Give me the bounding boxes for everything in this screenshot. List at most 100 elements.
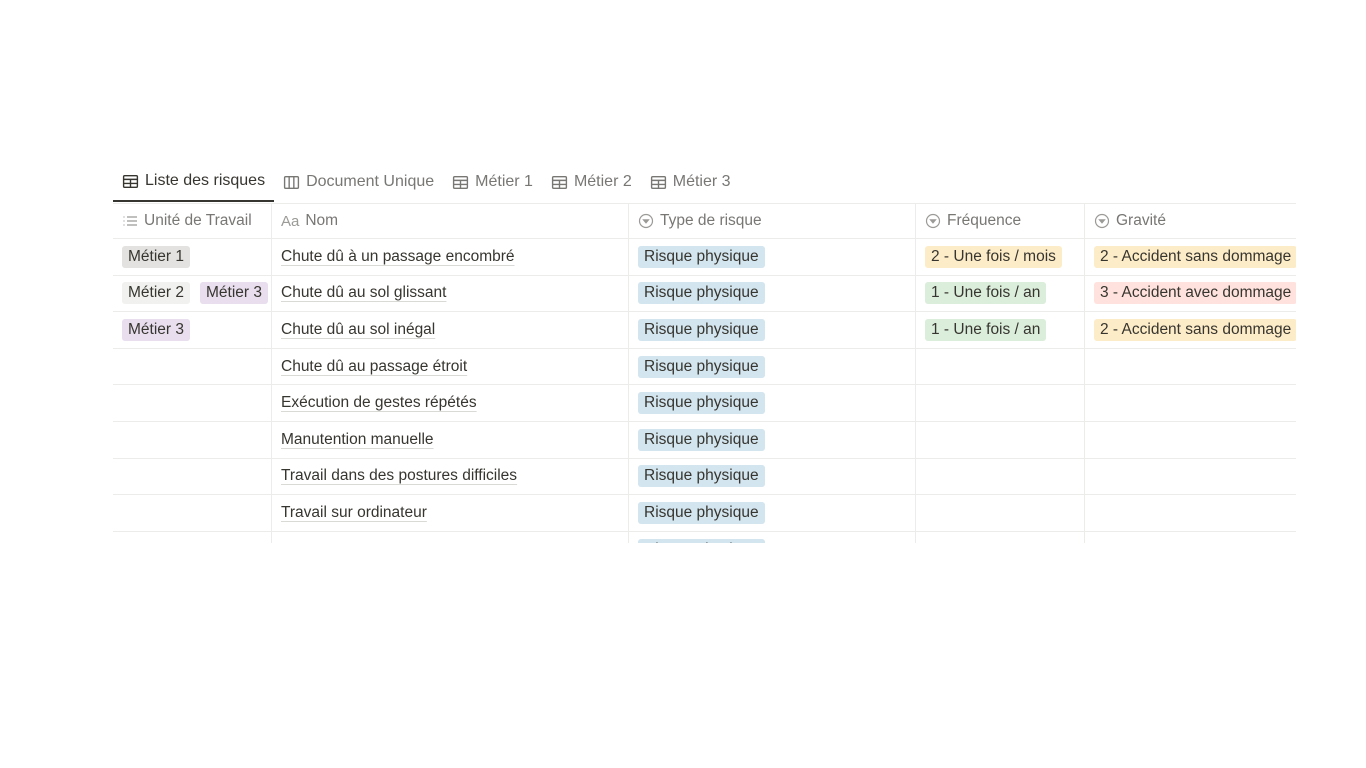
gravite-tag: 2 - Accident sans dommage <box>1094 245 1296 268</box>
cell-gravite[interactable]: 3 - Accident avec dommage <box>1085 276 1296 312</box>
cell-frequence[interactable] <box>916 458 1085 495</box>
type-tag: Risque physique <box>638 428 765 451</box>
cell-gravite[interactable]: 2 - Accident sans dommage <box>1085 312 1296 348</box>
tab-métier-1[interactable]: Métier 1 <box>443 166 542 198</box>
column-label: Gravité <box>1116 212 1166 229</box>
column-label: Fréquence <box>947 212 1022 229</box>
risk-name[interactable]: Chute dû au passage étroit <box>281 357 468 375</box>
type-tag: Risque physique <box>638 392 765 415</box>
tab-métier-3[interactable]: Métier 3 <box>641 166 740 198</box>
cell-frequence[interactable] <box>916 385 1085 421</box>
column-header[interactable]: Type de risque <box>629 204 916 238</box>
cell-nom[interactable]: Travail sur ordinateur <box>272 495 629 531</box>
risk-name[interactable]: Manutention manuelle <box>281 430 434 448</box>
cell-type[interactable]: Risque physique <box>629 421 916 458</box>
column-header[interactable]: Aa Nom <box>272 204 629 238</box>
tab-label: Métier 3 <box>672 173 731 190</box>
cell-unite[interactable] <box>113 495 272 531</box>
cell-unite[interactable]: Métier 2 Métier 3 <box>113 275 272 312</box>
cell-gravite[interactable] <box>1085 459 1296 495</box>
cell-nom[interactable]: Chute dû au sol inégal <box>272 312 629 348</box>
risk-name[interactable]: Exécution de gestes répétés <box>281 394 477 412</box>
cell-nom[interactable]: Chute dû au sol glissant <box>272 275 629 312</box>
cell-type[interactable]: Risque physique <box>629 312 916 348</box>
cell-gravite[interactable] <box>1085 422 1296 458</box>
risk-name[interactable]: Chute dû à un passage encombré <box>281 247 515 265</box>
risk-table: Unité de Travail Aa Nom Type de risque Fréqu… <box>113 203 1296 543</box>
type-tag: Risque physique <box>638 318 765 341</box>
column-label: Unité de Travail <box>144 212 252 229</box>
table-icon <box>650 174 667 191</box>
table-row[interactable]: Métier 2 Métier 3 Chute dû au sol glissant… <box>113 275 1296 313</box>
cell-nom[interactable]: Chute dû au passage étroit <box>272 348 629 385</box>
cell-frequence[interactable] <box>916 495 1085 531</box>
cell-type[interactable]: Risque physique <box>629 458 916 495</box>
type-tag: Risque physique <box>638 501 765 524</box>
risk-name[interactable]: Chute dû au sol glissant <box>281 284 447 302</box>
cell-unite[interactable] <box>113 385 272 421</box>
column-header[interactable]: Gravité <box>1085 204 1296 238</box>
cell-type[interactable]: Risque physique <box>629 385 916 421</box>
type-tag: Risque physique <box>638 282 765 305</box>
column-header[interactable]: Unité de Travail <box>113 204 272 238</box>
select-icon <box>638 213 654 229</box>
cell-frequence[interactable]: 1 - Une fois / an <box>916 312 1085 348</box>
type-tag: Risque physique <box>638 465 765 488</box>
table-row[interactable]: Exécution de gestes répétés Risque physiq… <box>113 385 1296 422</box>
cell-type[interactable]: Risque physique <box>629 275 916 312</box>
tab-label: Métier 2 <box>573 173 632 190</box>
cell-frequence[interactable]: 2 - Une fois / mois <box>916 239 1085 275</box>
tab-label: Métier 1 <box>475 173 533 190</box>
cell-unite[interactable] <box>113 531 272 543</box>
table-row[interactable]: Travail dans des postures difficiles Risq… <box>113 458 1296 496</box>
cell-type[interactable]: Risque physique <box>629 348 916 385</box>
tab-métier-2[interactable]: Métier 2 <box>542 166 641 198</box>
cell-unite[interactable] <box>113 421 272 458</box>
risk-name[interactable]: Travail sur ordinateur <box>281 503 427 521</box>
list-icon <box>122 213 138 229</box>
cell-gravite[interactable] <box>1085 385 1296 421</box>
table-row[interactable]: Risque physique <box>113 531 1296 543</box>
risk-name[interactable]: Chute dû au sol inégal <box>281 320 436 338</box>
cell-nom[interactable]: Travail dans des postures difficiles <box>272 458 629 495</box>
cell-unite[interactable]: Métier 3 <box>113 312 272 348</box>
table-header: Unité de Travail Aa Nom Type de risque Fréqu… <box>113 203 1296 239</box>
table-row[interactable]: Chute dû au passage étroit Risque physiqu… <box>113 348 1296 386</box>
cell-frequence[interactable] <box>916 421 1085 458</box>
tab-liste-des-risques[interactable]: Liste des risques <box>113 166 275 202</box>
table-row[interactable]: Métier 3 Chute dû au sol inégal Risque phy… <box>113 312 1296 349</box>
cell-unite[interactable]: Métier 1 <box>113 239 272 275</box>
type-tag: Risque physique <box>638 245 765 268</box>
cell-gravite[interactable] <box>1085 532 1296 543</box>
cell-gravite[interactable] <box>1085 349 1296 385</box>
cell-type[interactable]: Risque physique <box>629 531 916 543</box>
cell-gravite[interactable] <box>1085 495 1296 531</box>
table-icon <box>122 173 139 190</box>
tab-label: Document Unique <box>306 173 435 190</box>
tab-document-unique[interactable]: Document Unique <box>274 166 443 198</box>
select-icon <box>1094 213 1110 229</box>
cell-nom[interactable]: Chute dû à un passage encombré <box>272 239 629 275</box>
frequence-tag: 1 - Une fois / an <box>925 282 1047 305</box>
select-icon <box>925 213 941 229</box>
column-header[interactable]: Fréquence <box>916 204 1085 238</box>
cell-unite[interactable] <box>113 458 272 495</box>
table-icon <box>452 174 469 191</box>
cell-unite[interactable] <box>113 348 272 385</box>
table-row[interactable]: Métier 1 Chute dû à un passage encombré Ri… <box>113 239 1296 276</box>
cell-frequence[interactable] <box>916 531 1085 543</box>
unite-tag: Métier 1 <box>122 245 190 268</box>
cell-type[interactable]: Risque physique <box>629 239 916 275</box>
risk-name[interactable]: Travail dans des postures difficiles <box>281 467 518 485</box>
cell-nom[interactable]: Manutention manuelle <box>272 421 629 458</box>
cell-gravite[interactable]: 2 - Accident sans dommage <box>1085 239 1296 275</box>
table-icon <box>551 174 568 191</box>
cell-nom[interactable] <box>272 531 629 543</box>
view-tabs: Liste des risques Document Unique Métier 1… <box>113 166 740 202</box>
table-row[interactable]: Travail sur ordinateur Risque physique <box>113 495 1296 532</box>
table-row[interactable]: Manutention manuelle Risque physique <box>113 421 1296 459</box>
cell-frequence[interactable] <box>916 348 1085 385</box>
cell-type[interactable]: Risque physique <box>629 495 916 531</box>
cell-nom[interactable]: Exécution de gestes répétés <box>272 385 629 421</box>
cell-frequence[interactable]: 1 - Une fois / an <box>916 275 1085 312</box>
